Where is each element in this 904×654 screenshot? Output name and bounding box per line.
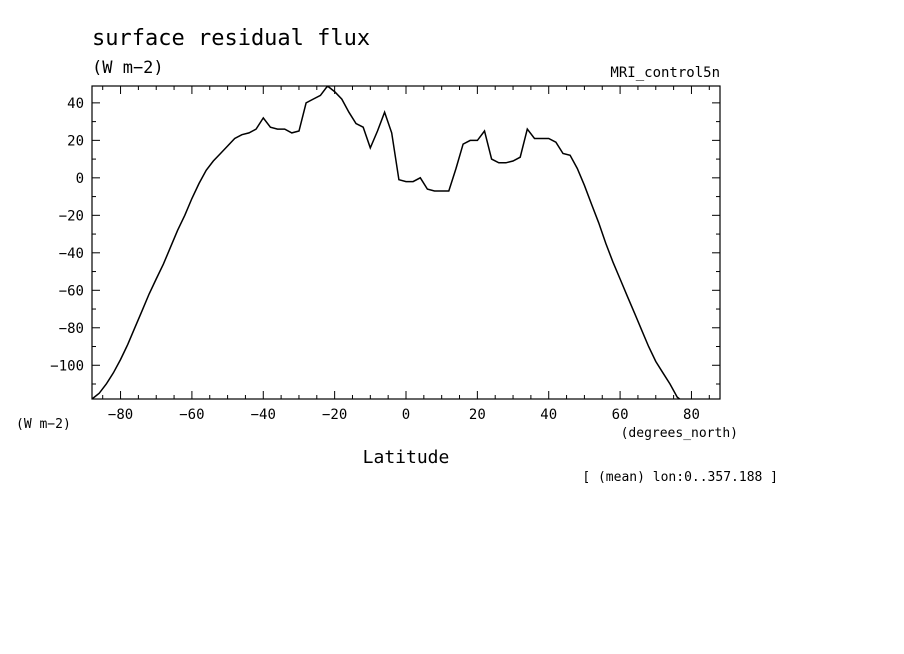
- series-line: [92, 86, 681, 399]
- x-tick-label: −40: [251, 407, 276, 423]
- y-axis-units: (W m−2): [16, 417, 71, 432]
- y-tick-label: −100: [50, 358, 84, 374]
- x-axis-label: Latitude: [363, 447, 450, 468]
- x-tick-label: 0: [402, 407, 410, 423]
- footnote: [ (mean) lon:0..357.188 ]: [582, 470, 778, 485]
- x-tick-label: 20: [469, 407, 486, 423]
- y-tick-label: −80: [59, 321, 84, 337]
- y-tick-label: 20: [67, 133, 84, 149]
- dataset-label: MRI_control5n: [610, 65, 720, 81]
- y-tick-label: 0: [76, 171, 84, 187]
- plot-frame: [91, 85, 721, 400]
- y-tick-label: 40: [67, 96, 84, 112]
- y-tick-label: −40: [59, 246, 84, 262]
- y-tick-label: −60: [59, 283, 84, 299]
- x-axis-units: (degrees_north): [621, 426, 738, 441]
- x-axis: −80 −60 −40 −20 0 20 40 60 80: [102, 86, 710, 423]
- x-tick-label: 80: [683, 407, 700, 423]
- y-tick-label: −20: [59, 208, 84, 224]
- x-tick-label: 60: [612, 407, 629, 423]
- x-tick-label: −80: [108, 407, 133, 423]
- x-tick-label: −60: [179, 407, 204, 423]
- x-tick-label: 40: [540, 407, 557, 423]
- chart-title: surface residual flux: [92, 26, 370, 51]
- chart-units: (W m−2): [92, 58, 164, 78]
- x-tick-label: −20: [322, 407, 347, 423]
- y-axis: −100 −80 −60 −40 −20 0 20 40: [50, 96, 720, 385]
